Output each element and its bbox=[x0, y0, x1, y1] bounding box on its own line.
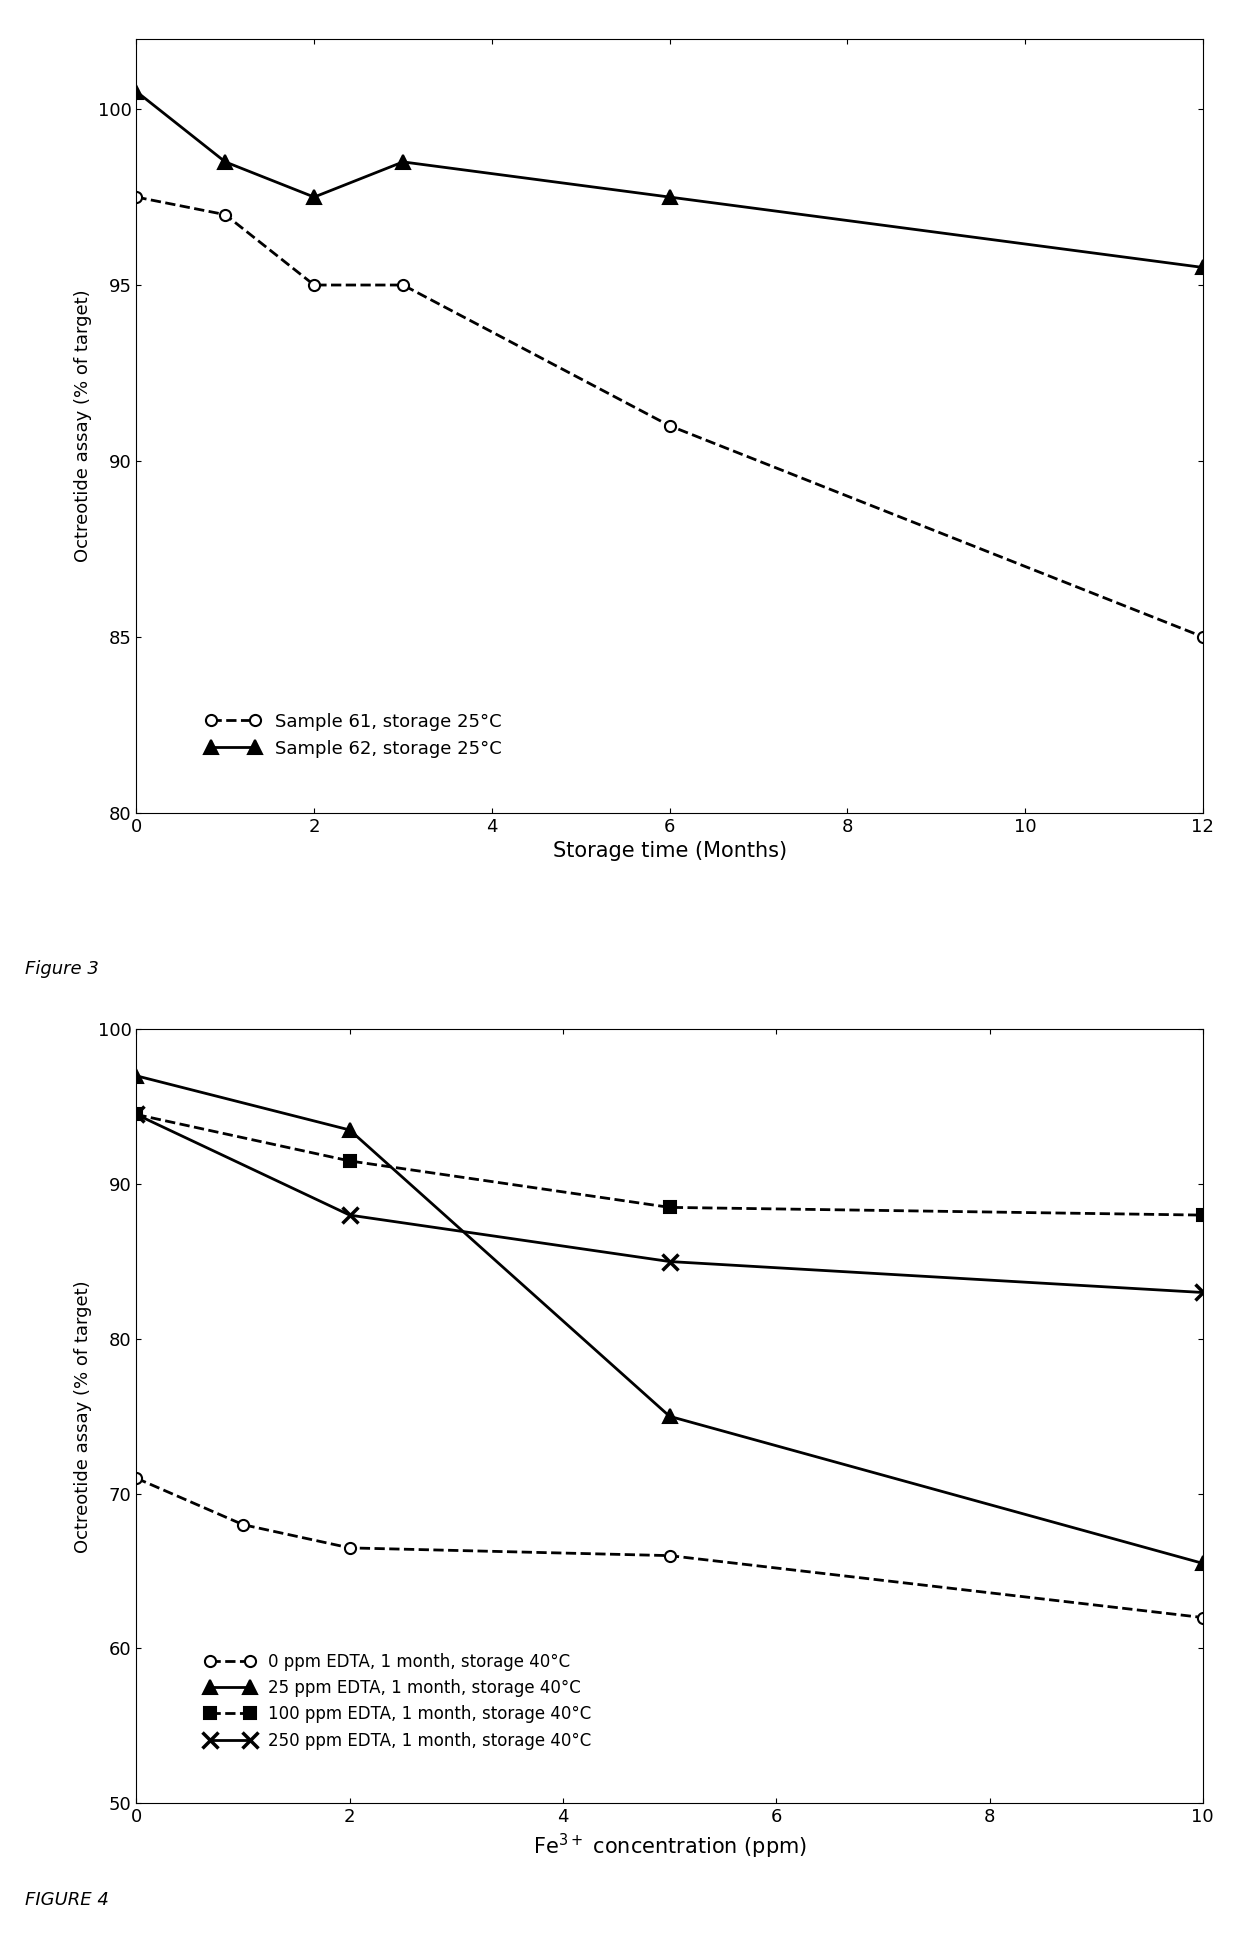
Y-axis label: Octreotide assay (% of target): Octreotide assay (% of target) bbox=[74, 1280, 92, 1553]
X-axis label: Storage time (Months): Storage time (Months) bbox=[553, 842, 786, 861]
100 ppm EDTA, 1 month, storage 40°C bbox=[129, 1103, 144, 1127]
25 ppm EDTA, 1 month, storage 40°C bbox=[129, 1065, 144, 1088]
Sample 61, storage 25°C bbox=[306, 273, 321, 297]
100 ppm EDTA, 1 month, storage 40°C bbox=[1195, 1204, 1210, 1227]
Y-axis label: Octreotide assay (% of target): Octreotide assay (% of target) bbox=[74, 289, 92, 562]
Sample 62, storage 25°C bbox=[218, 149, 233, 173]
Sample 62, storage 25°C bbox=[396, 149, 410, 173]
Legend: 0 ppm EDTA, 1 month, storage 40°C, 25 ppm EDTA, 1 month, storage 40°C, 100 ppm E: 0 ppm EDTA, 1 month, storage 40°C, 25 pp… bbox=[198, 1646, 598, 1757]
Line: Sample 62, storage 25°C: Sample 62, storage 25°C bbox=[129, 85, 1210, 275]
Legend: Sample 61, storage 25°C, Sample 62, storage 25°C: Sample 61, storage 25°C, Sample 62, stor… bbox=[198, 706, 508, 766]
0 ppm EDTA, 1 month, storage 40°C bbox=[342, 1536, 357, 1559]
Sample 62, storage 25°C bbox=[1195, 256, 1210, 279]
250 ppm EDTA, 1 month, storage 40°C bbox=[342, 1204, 357, 1227]
Sample 61, storage 25°C bbox=[129, 186, 144, 209]
Sample 61, storage 25°C bbox=[662, 415, 677, 438]
Sample 62, storage 25°C bbox=[662, 186, 677, 209]
25 ppm EDTA, 1 month, storage 40°C bbox=[342, 1119, 357, 1142]
250 ppm EDTA, 1 month, storage 40°C bbox=[129, 1103, 144, 1127]
250 ppm EDTA, 1 month, storage 40°C bbox=[662, 1251, 677, 1274]
0 ppm EDTA, 1 month, storage 40°C bbox=[662, 1543, 677, 1567]
Line: Sample 61, storage 25°C: Sample 61, storage 25°C bbox=[131, 192, 1208, 642]
0 ppm EDTA, 1 month, storage 40°C bbox=[236, 1512, 250, 1536]
Text: FIGURE 4: FIGURE 4 bbox=[25, 1891, 109, 1908]
250 ppm EDTA, 1 month, storage 40°C bbox=[1195, 1282, 1210, 1305]
X-axis label: Fe$^{3+}$ concentration (ppm): Fe$^{3+}$ concentration (ppm) bbox=[532, 1832, 807, 1861]
Line: 0 ppm EDTA, 1 month, storage 40°C: 0 ppm EDTA, 1 month, storage 40°C bbox=[131, 1474, 1208, 1623]
Sample 61, storage 25°C bbox=[1195, 624, 1210, 648]
25 ppm EDTA, 1 month, storage 40°C bbox=[662, 1404, 677, 1427]
Sample 61, storage 25°C bbox=[396, 273, 410, 297]
Line: 100 ppm EDTA, 1 month, storage 40°C: 100 ppm EDTA, 1 month, storage 40°C bbox=[130, 1109, 1209, 1222]
Line: 250 ppm EDTA, 1 month, storage 40°C: 250 ppm EDTA, 1 month, storage 40°C bbox=[129, 1107, 1210, 1301]
0 ppm EDTA, 1 month, storage 40°C bbox=[1195, 1605, 1210, 1629]
25 ppm EDTA, 1 month, storage 40°C bbox=[1195, 1551, 1210, 1574]
Line: 25 ppm EDTA, 1 month, storage 40°C: 25 ppm EDTA, 1 month, storage 40°C bbox=[129, 1068, 1210, 1571]
0 ppm EDTA, 1 month, storage 40°C bbox=[129, 1466, 144, 1489]
Sample 62, storage 25°C bbox=[129, 79, 144, 103]
100 ppm EDTA, 1 month, storage 40°C bbox=[342, 1150, 357, 1173]
100 ppm EDTA, 1 month, storage 40°C bbox=[662, 1196, 677, 1220]
Text: Figure 3: Figure 3 bbox=[25, 960, 99, 977]
Sample 61, storage 25°C bbox=[218, 204, 233, 227]
Sample 62, storage 25°C bbox=[306, 186, 321, 209]
